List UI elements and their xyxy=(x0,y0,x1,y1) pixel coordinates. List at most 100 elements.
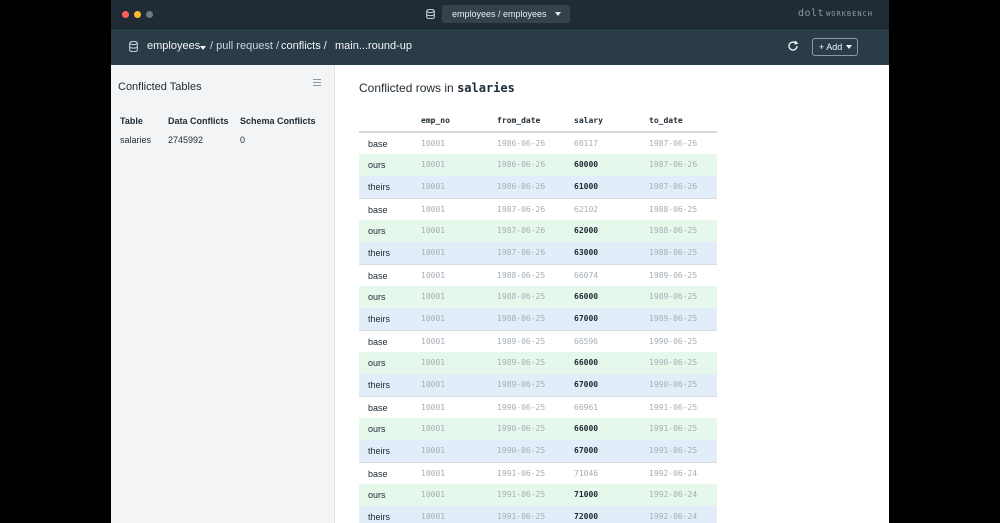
cell-salary: 67000 xyxy=(574,314,599,323)
cell-salary: 67000 xyxy=(574,380,599,389)
cell-salary: 66596 xyxy=(574,337,599,346)
add-button[interactable]: + Add xyxy=(812,38,858,56)
cell-to-date: 1988-06-25 xyxy=(649,248,698,257)
cell-from-date: 1986-06-26 xyxy=(497,182,546,191)
page-title-table: salaries xyxy=(457,81,515,95)
table-row: ours 10001 1991-06-25 71000 1992-06-24 xyxy=(359,484,717,506)
cell-salary: 66000 xyxy=(574,358,599,367)
breadcrumb-conflicts[interactable]: conflicts / xyxy=(281,40,327,52)
cell-to-date: 1990-06-25 xyxy=(649,358,698,367)
cell-emp-no: 10001 xyxy=(421,160,446,169)
close-window-button[interactable] xyxy=(122,11,129,18)
cell-salary: 62000 xyxy=(574,226,599,235)
cell-salary: 60117 xyxy=(574,139,599,148)
row-kind-label: ours xyxy=(368,226,386,236)
maximize-window-button[interactable] xyxy=(146,11,153,18)
chevron-down-icon[interactable] xyxy=(200,46,206,50)
cell-to-date: 1990-06-25 xyxy=(649,380,698,389)
table-row: base 10001 1990-06-25 66961 1991-06-25 xyxy=(359,396,717,418)
cell-from-date: 1991-06-25 xyxy=(497,490,546,499)
cell-to-date: 1991-06-25 xyxy=(649,446,698,455)
cell-to-date: 1991-06-25 xyxy=(649,424,698,433)
row-kind-label: theirs xyxy=(368,182,391,192)
cell-from-date: 1986-06-26 xyxy=(497,160,546,169)
cell-from-date: 1988-06-25 xyxy=(497,271,546,280)
table-row: theirs 10001 1990-06-25 67000 1991-06-25 xyxy=(359,440,717,462)
table-link-salaries[interactable]: salaries xyxy=(120,135,152,145)
nav-bar: employees / pull request / conflicts / m… xyxy=(111,29,889,65)
cell-from-date: 1986-06-26 xyxy=(497,139,546,148)
table-row: theirs 10001 1987-06-26 63000 1988-06-25 xyxy=(359,242,717,264)
cell-emp-no: 10001 xyxy=(421,446,446,455)
table-row: ours 10001 1988-06-25 66000 1989-06-25 xyxy=(359,286,717,308)
cell-emp-no: 10001 xyxy=(421,292,446,301)
cell-salary: 63000 xyxy=(574,248,599,257)
cell-emp-no: 10001 xyxy=(421,182,446,191)
breadcrumb-database[interactable]: employees xyxy=(147,40,201,52)
cell-from-date: 1990-06-25 xyxy=(497,446,546,455)
menu-icon[interactable] xyxy=(313,79,321,88)
column-header-salary: salary xyxy=(574,116,603,125)
cell-emp-no: 10001 xyxy=(421,139,446,148)
cell-from-date: 1987-06-26 xyxy=(497,226,546,235)
minimize-window-button[interactable] xyxy=(134,11,141,18)
cell-emp-no: 10001 xyxy=(421,490,446,499)
cell-salary: 61000 xyxy=(574,182,599,191)
cell-to-date: 1987-06-26 xyxy=(649,139,698,148)
database-selector-label: employees / employees xyxy=(452,9,547,19)
database-icon xyxy=(426,9,435,19)
cell-salary: 60000 xyxy=(574,160,599,169)
row-kind-label: theirs xyxy=(368,380,391,390)
cell-salary: 71000 xyxy=(574,490,599,499)
cell-to-date: 1992-06-24 xyxy=(649,490,698,499)
cell-from-date: 1987-06-26 xyxy=(497,248,546,257)
table-row: ours 10001 1989-06-25 66000 1990-06-25 xyxy=(359,352,717,374)
cell-emp-no: 10001 xyxy=(421,248,446,257)
cell-from-date: 1989-06-25 xyxy=(497,358,546,367)
table-row: ours 10001 1990-06-25 66000 1991-06-25 xyxy=(359,418,717,440)
row-kind-label: ours xyxy=(368,292,386,302)
cell-to-date: 1992-06-24 xyxy=(649,512,698,521)
cell-to-date: 1989-06-25 xyxy=(649,292,698,301)
cell-from-date: 1989-06-25 xyxy=(497,380,546,389)
row-kind-label: base xyxy=(368,403,388,413)
cell-emp-no: 10001 xyxy=(421,226,446,235)
cell-salary: 66961 xyxy=(574,403,599,412)
cell-salary: 66000 xyxy=(574,292,599,301)
app-window: employees / employees dolt WORKBENCH empl… xyxy=(111,0,889,523)
cell-from-date: 1991-06-25 xyxy=(497,512,546,521)
cell-emp-no: 10001 xyxy=(421,469,446,478)
cell-to-date: 1988-06-25 xyxy=(649,205,698,214)
cell-salary: 67000 xyxy=(574,446,599,455)
row-kind-label: ours xyxy=(368,424,386,434)
page-title: Conflicted rows in salaries xyxy=(359,81,515,95)
table-row: ours 10001 1987-06-26 62000 1988-06-25 xyxy=(359,220,717,242)
title-bar: employees / employees dolt WORKBENCH xyxy=(111,0,889,29)
cell-from-date: 1987-06-26 xyxy=(497,205,546,214)
conflicted-tables-panel: Conflicted Tables Table Data Conflicts S… xyxy=(111,65,335,523)
table-row: theirs 10001 1989-06-25 67000 1990-06-25 xyxy=(359,374,717,396)
breadcrumb-pull-request[interactable]: / pull request / xyxy=(210,40,280,52)
cell-to-date: 1990-06-25 xyxy=(649,337,698,346)
cell-to-date: 1988-06-25 xyxy=(649,226,698,235)
table-row: theirs 10001 1986-06-26 61000 1987-06-26 xyxy=(359,176,717,198)
row-kind-label: base xyxy=(368,139,388,149)
schema-conflicts-count: 0 xyxy=(240,135,246,145)
cell-from-date: 1990-06-25 xyxy=(497,424,546,433)
refresh-icon[interactable] xyxy=(787,40,799,52)
cell-emp-no: 10001 xyxy=(421,403,446,412)
breadcrumb-branch[interactable]: main...round-up xyxy=(335,40,413,52)
column-header-from-date: from_date xyxy=(497,116,541,125)
cell-to-date: 1991-06-25 xyxy=(649,403,698,412)
cell-emp-no: 10001 xyxy=(421,271,446,280)
table-row: base 10001 1987-06-26 62102 1988-06-25 xyxy=(359,198,717,220)
table-row: base 10001 1991-06-25 71046 1992-06-24 xyxy=(359,462,717,484)
table-row: theirs 10001 1988-06-25 67000 1989-06-25 xyxy=(359,308,717,330)
cell-salary: 66000 xyxy=(574,424,599,433)
cell-from-date: 1988-06-25 xyxy=(497,314,546,323)
cell-from-date: 1991-06-25 xyxy=(497,469,546,478)
row-kind-label: theirs xyxy=(368,512,391,522)
chevron-down-icon xyxy=(846,45,852,49)
page-title-prefix: Conflicted rows in xyxy=(359,81,454,95)
database-selector[interactable]: employees / employees xyxy=(442,5,570,23)
